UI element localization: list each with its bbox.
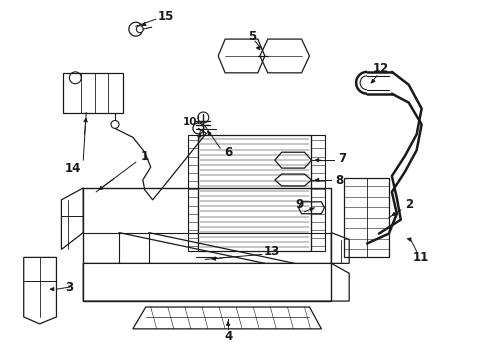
Text: 14: 14: [65, 162, 81, 175]
Text: 3: 3: [65, 281, 74, 294]
Text: 9: 9: [295, 198, 304, 211]
Text: 15: 15: [157, 10, 174, 23]
Text: 13: 13: [264, 245, 280, 258]
Text: 8: 8: [335, 174, 343, 186]
Text: 2: 2: [405, 198, 413, 211]
Text: 5: 5: [248, 30, 256, 42]
Text: 6: 6: [224, 146, 232, 159]
Text: 1: 1: [141, 150, 149, 163]
Text: 10: 10: [183, 117, 197, 127]
Text: 12: 12: [373, 62, 389, 75]
Text: 7: 7: [338, 152, 346, 165]
Text: 11: 11: [413, 251, 429, 264]
Text: 4: 4: [224, 330, 232, 343]
